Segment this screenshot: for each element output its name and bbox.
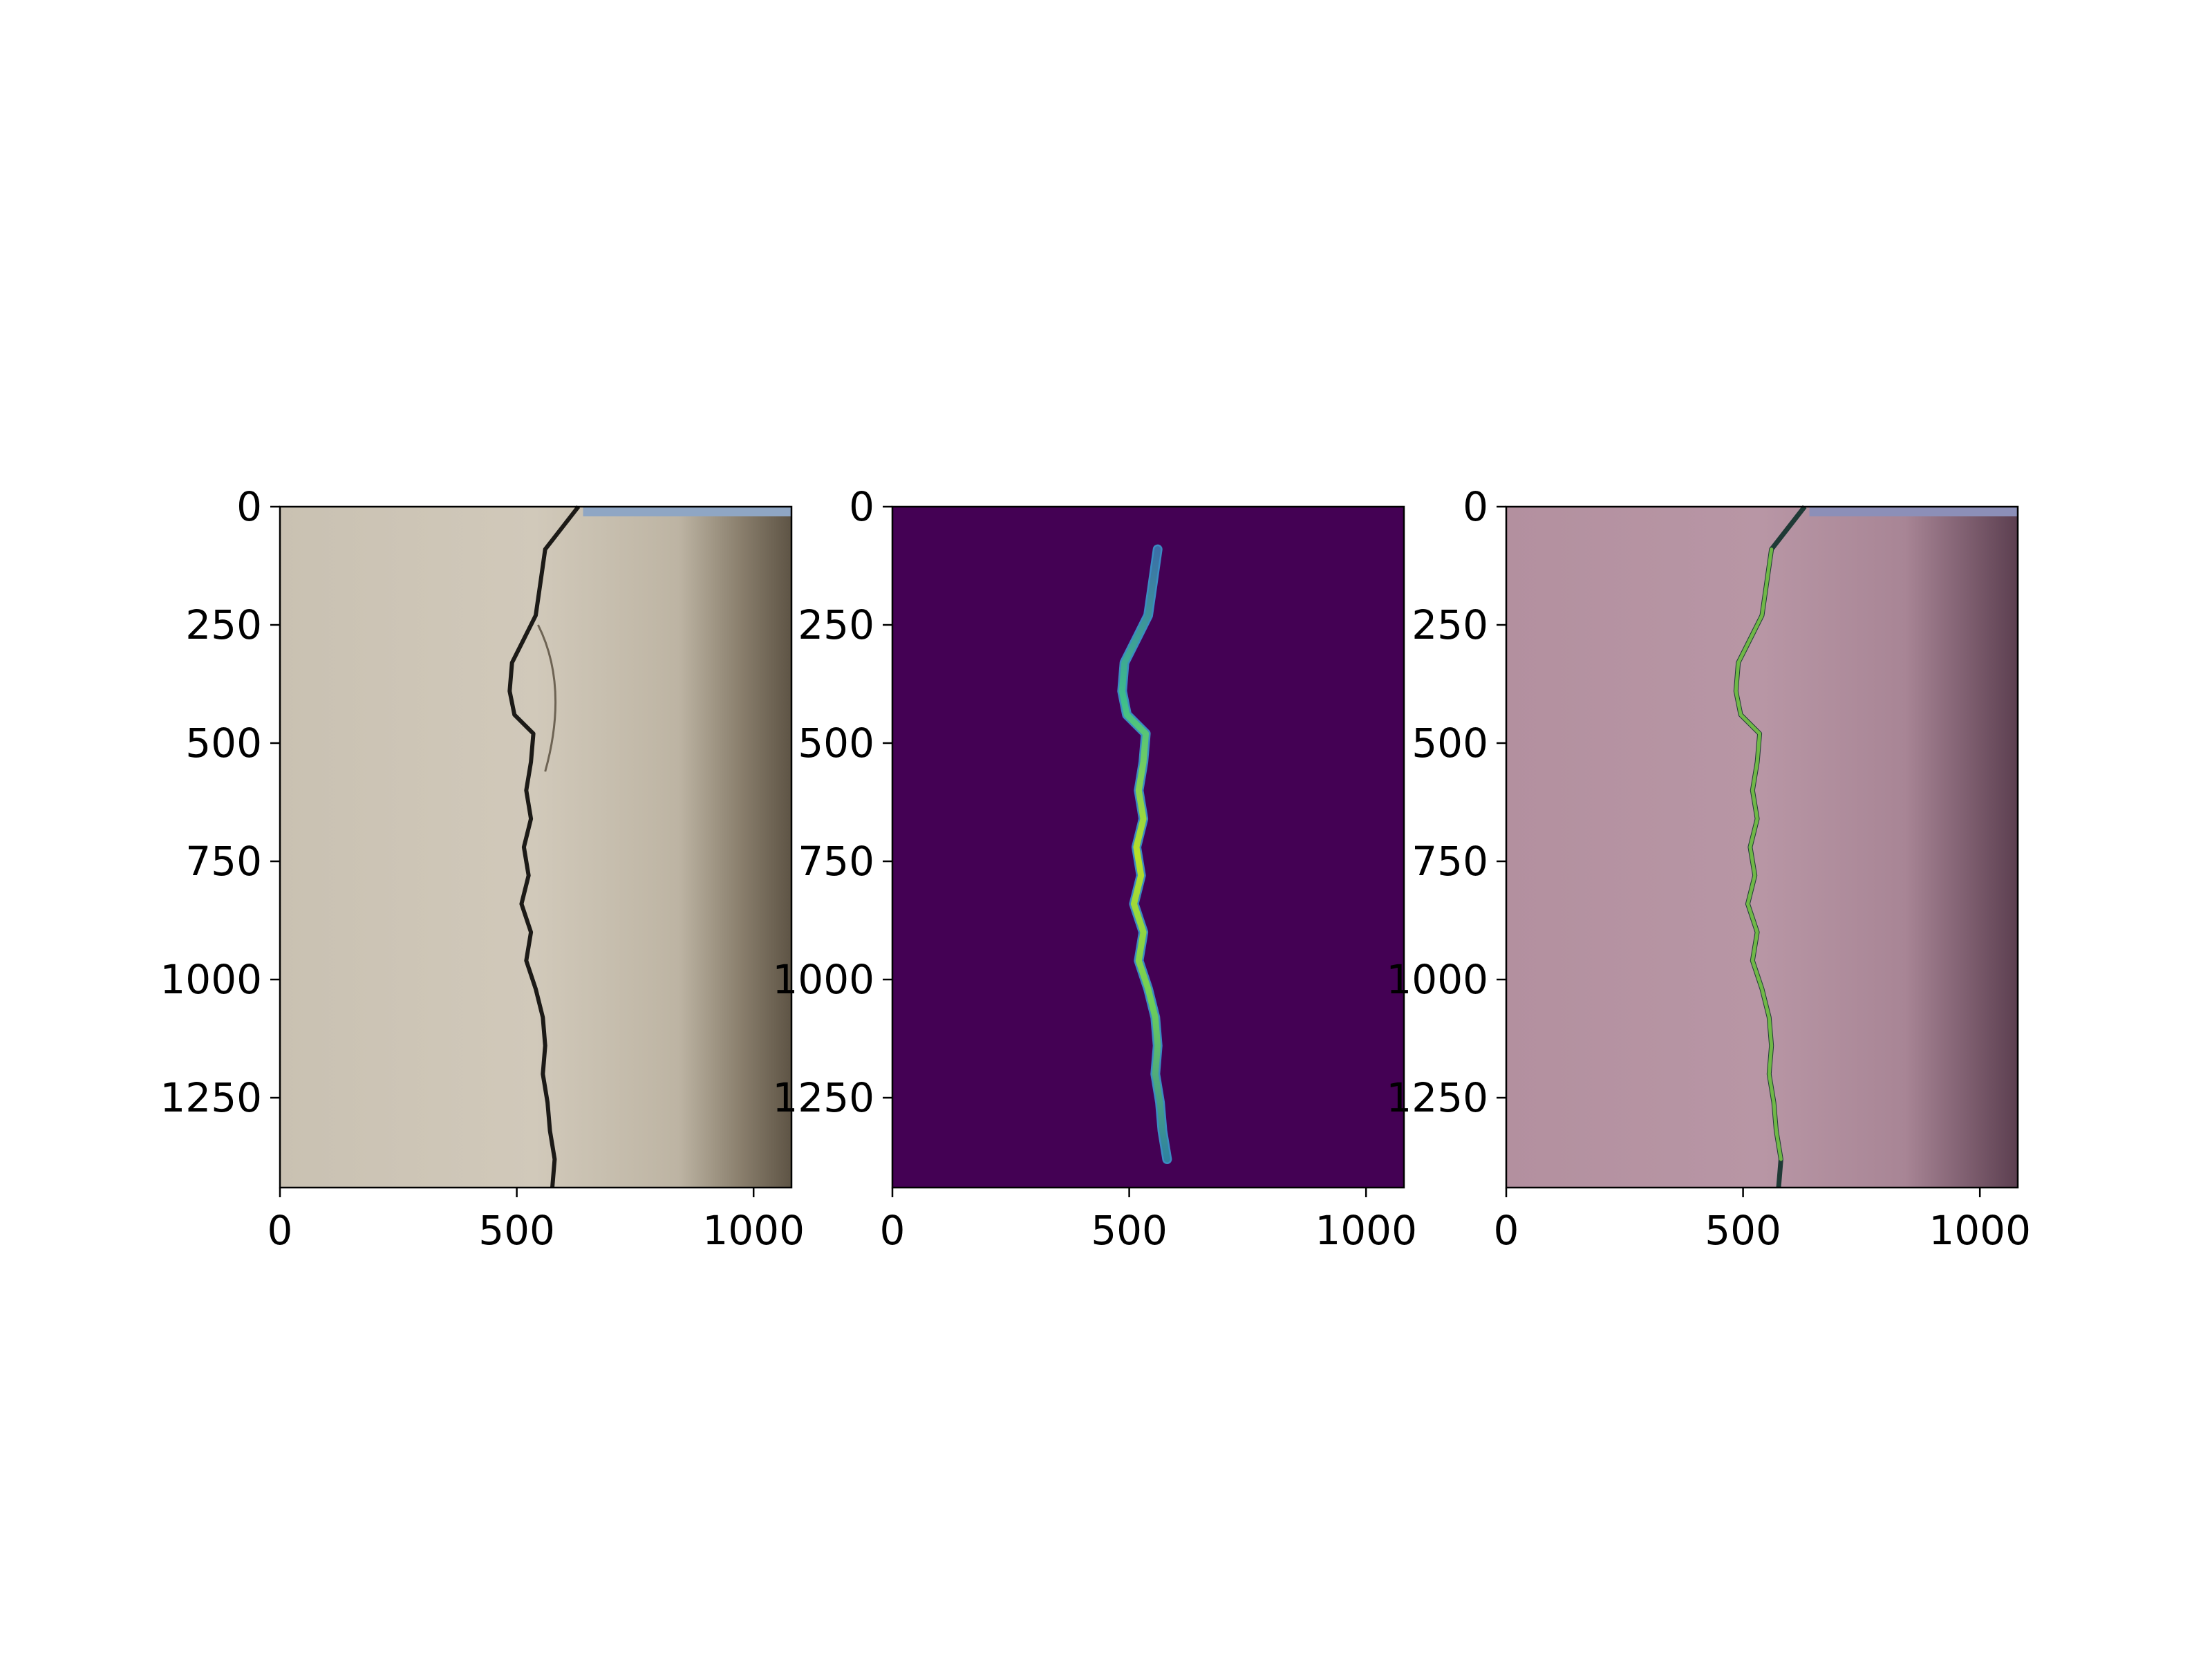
axes-frame bbox=[1505, 505, 2019, 1189]
crack-line bbox=[507, 505, 581, 1188]
axes-frame bbox=[891, 505, 1405, 1189]
y-tick-label: 0 bbox=[236, 483, 262, 530]
y-tick-label: 750 bbox=[1412, 838, 1488, 885]
x-tick-label: 0 bbox=[880, 1207, 906, 1254]
crack-mask-axes: 0 500 1000 0 250 500 750 1000 1250 bbox=[772, 483, 1417, 1254]
overlay-image bbox=[1506, 505, 2018, 1188]
y-tick-label: 1250 bbox=[772, 1074, 874, 1121]
panel-overlay: 0 500 1000 0 250 500 750 1000 1250 bbox=[1386, 483, 2031, 1254]
panel-original-photo: 0 500 1000 0 250 500 750 1000 1250 bbox=[160, 483, 805, 1254]
y-tick-label: 1000 bbox=[772, 956, 874, 1003]
peeled-paint-flake bbox=[537, 624, 557, 772]
y-tick-label: 1250 bbox=[1386, 1074, 1488, 1121]
wall-surface bbox=[280, 507, 791, 1188]
overlay-sky-strip bbox=[1809, 507, 2018, 516]
y-tick-label: 1000 bbox=[1386, 956, 1488, 1003]
original-photo-image bbox=[280, 505, 791, 1188]
overlay-crack-highlight bbox=[1734, 547, 1783, 1161]
x-tick-label: 0 bbox=[268, 1207, 293, 1254]
crack-mask-image bbox=[892, 507, 1404, 1188]
overlay-axes: 0 500 1000 0 250 500 750 1000 1250 bbox=[1386, 483, 2031, 1254]
x-tick-label: 500 bbox=[1705, 1207, 1781, 1254]
y-tick-label: 250 bbox=[185, 601, 262, 648]
x-tick-label: 1000 bbox=[1929, 1207, 2031, 1254]
y-tick-label: 750 bbox=[185, 838, 262, 885]
y-tick-label: 250 bbox=[798, 601, 874, 648]
y-tick-label: 500 bbox=[798, 720, 874, 767]
x-tick-label: 500 bbox=[1091, 1207, 1168, 1254]
x-tick-label: 1000 bbox=[702, 1207, 805, 1254]
crack-mask-line bbox=[1118, 546, 1170, 1163]
x-tick-label: 500 bbox=[478, 1207, 555, 1254]
y-tick-label: 500 bbox=[1412, 720, 1488, 767]
sky-strip bbox=[583, 507, 791, 516]
y-tick-label: 500 bbox=[185, 720, 262, 767]
x-tick-label: 1000 bbox=[1315, 1207, 1417, 1254]
y-tick-label: 250 bbox=[1412, 601, 1488, 648]
x-tick-label: 0 bbox=[1494, 1207, 1519, 1254]
y-tick-label: 750 bbox=[798, 838, 874, 885]
panel-crack-mask: 0 500 1000 0 250 500 750 1000 1250 bbox=[772, 483, 1417, 1254]
y-tick-label: 1250 bbox=[160, 1074, 262, 1121]
y-tick-label: 0 bbox=[849, 483, 874, 530]
original-photo-axes: 0 500 1000 0 250 500 750 1000 1250 bbox=[160, 483, 805, 1254]
axes-frame bbox=[279, 505, 793, 1189]
y-tick-label: 0 bbox=[1463, 483, 1488, 530]
y-tick-label: 1000 bbox=[160, 956, 262, 1003]
